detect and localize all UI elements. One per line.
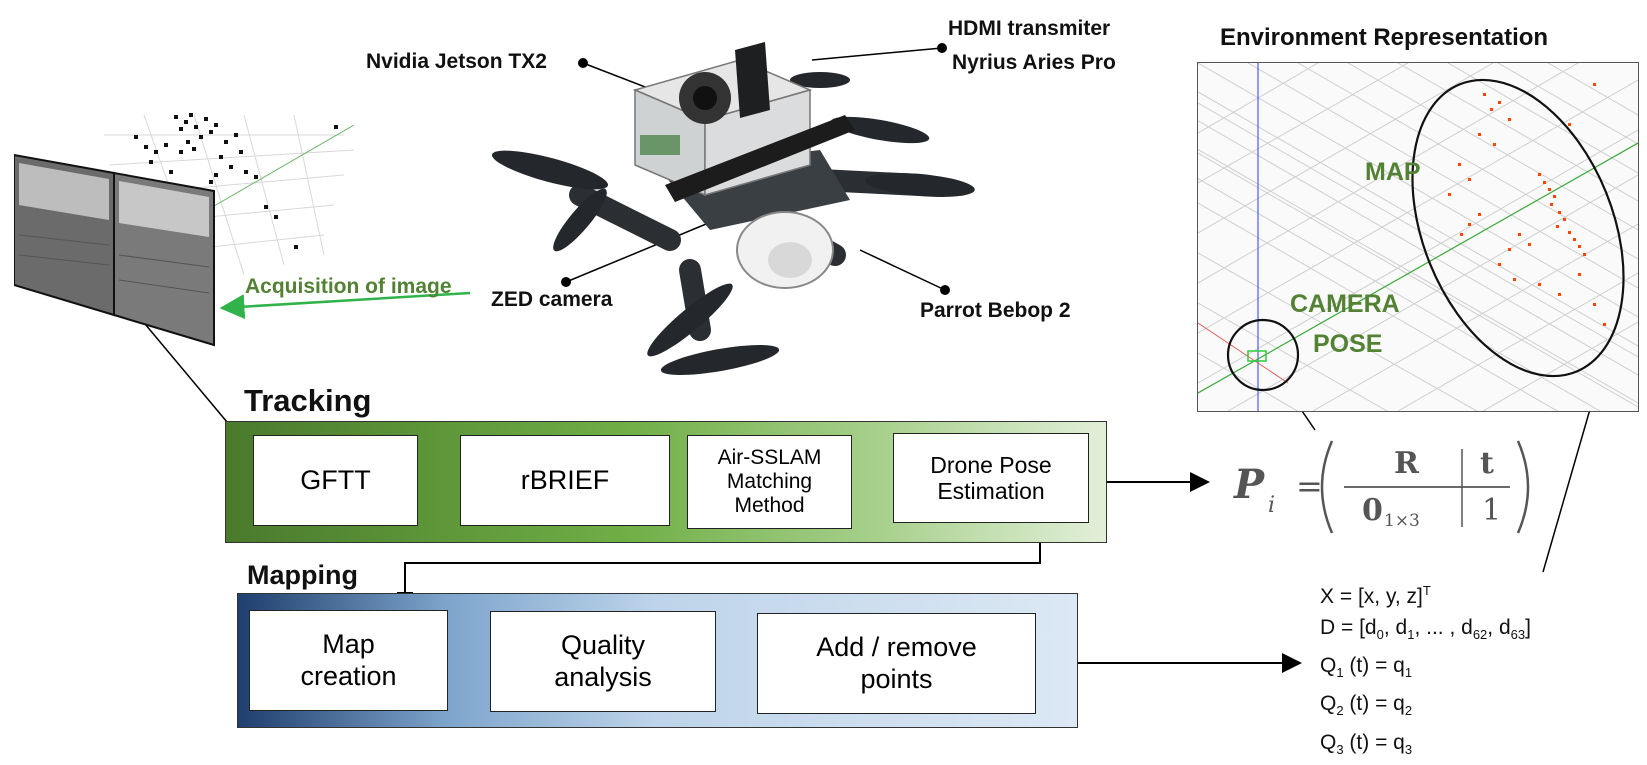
zed-camera-label: ZED camera [491, 288, 613, 311]
drone-pose-estimation-box: Drone Pose Estimation [893, 433, 1089, 523]
equation-r: R [1394, 446, 1419, 481]
x-definition: X = [x, y, z]T [1320, 583, 1431, 608]
tracking-title: Tracking [244, 383, 372, 418]
equation-graphic [1320, 440, 1530, 534]
equation-zero-sub: 1×3 [1384, 511, 1420, 531]
matching-label-line2: Matching [726, 469, 813, 493]
add-remove-line1: Add / remove [816, 632, 977, 663]
camera-pose-label-line1: CAMERA [1290, 290, 1400, 318]
camera-pose-label-line2: POSE [1313, 330, 1383, 358]
add-remove-line2: points [860, 663, 933, 694]
hdmi-label-line2: Nyrius Aries Pro [952, 51, 1116, 74]
equation-p: P [1234, 461, 1265, 508]
drone-image [491, 42, 975, 376]
hdmi-label-line1: HDMI transmiter [948, 17, 1111, 40]
quality-line2: analysis [554, 661, 652, 692]
rbrief-box: rBRIEF [460, 435, 670, 526]
parrot-label: Parrot Bebop 2 [920, 299, 1071, 322]
pose-label-line1: Drone Pose [930, 451, 1052, 478]
q2-definition: Q2 (t) = q2 [1320, 692, 1413, 719]
variables-block: X = [x, y, z]T D = [d0, d1, ... , d62, d… [1320, 575, 1531, 765]
rbrief-label: rBRIEF [520, 464, 610, 495]
pose-label-line2: Estimation [937, 478, 1045, 504]
add-remove-points-box: Add / remove points [757, 613, 1036, 714]
equation-p-sub: i [1268, 493, 1276, 518]
q1-definition: Q1 (t) = q1 [1320, 654, 1413, 681]
environment-grid [1198, 63, 1638, 411]
map-creation-line2: creation [300, 660, 397, 691]
mapping-title: Mapping [247, 560, 358, 590]
q3-definition: Q3 (t) = q3 [1320, 730, 1413, 757]
d-definition: D = [d0, d1, ... , d62, d63] [1320, 616, 1531, 643]
acquisition-label: Acquisition of image [245, 275, 452, 298]
matching-method-box: Air-SSLAM Matching Method [687, 435, 852, 529]
environment-title: Environment Representation [1220, 24, 1549, 51]
gftt-box: GFTT [253, 435, 418, 526]
pose-equation: P i = R t 0 1×3 1 [1212, 433, 1542, 541]
stereo-image-pointcloud [14, 113, 355, 347]
jetson-label: Nvidia Jetson TX2 [366, 50, 547, 73]
quality-analysis-box: Quality analysis [490, 611, 716, 712]
environment-panel [1197, 62, 1639, 412]
equation-t: t [1480, 446, 1494, 481]
matching-label-line3: Method [734, 494, 805, 518]
matching-label-line1: Air-SSLAM [717, 445, 822, 469]
equation-one: 1 [1482, 493, 1502, 528]
quality-line1: Quality [560, 630, 646, 661]
equation-equals: = [1296, 467, 1323, 505]
gftt-label: GFTT [300, 464, 371, 495]
map-label: MAP [1365, 158, 1421, 186]
map-creation-box: Map creation [249, 610, 448, 711]
equation-zero: 0 [1362, 493, 1383, 528]
map-creation-line1: Map [322, 629, 375, 660]
